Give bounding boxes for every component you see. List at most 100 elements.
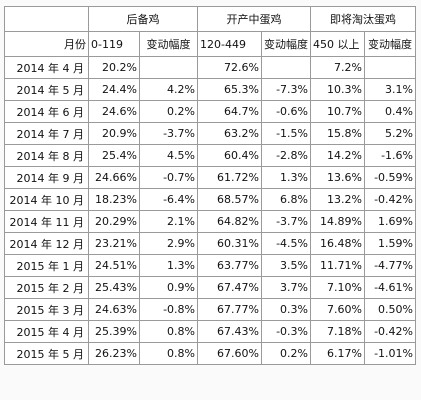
culling-hens-change-cell: 1.59% bbox=[364, 232, 416, 255]
laying-hens-share-cell: 64.7% bbox=[197, 100, 262, 123]
table-row: 2014 年 9 月 24.66% -0.7% 61.72% 1.3% 13.6% -0.5… bbox=[4, 166, 416, 189]
laying-hens-change-cell: -4.5% bbox=[261, 232, 311, 255]
month-cell: 2014 年 4 月 bbox=[4, 56, 89, 79]
change-label-pullets: 变动幅度 bbox=[139, 31, 198, 57]
culling-hens-change-cell: -4.61% bbox=[364, 276, 416, 299]
range-label-laying-hens: 120-449 bbox=[197, 31, 262, 57]
culling-hens-share-cell: 13.2% bbox=[310, 188, 365, 211]
pullets-change-cell: 1.3% bbox=[139, 254, 198, 277]
table-row: 2015 年 5 月 26.23% 0.8% 67.60% 0.2% 6.17% -1.01… bbox=[4, 342, 416, 365]
laying-hens-share-cell: 60.4% bbox=[197, 144, 262, 167]
laying-hens-change-cell: -0.3% bbox=[261, 320, 311, 343]
culling-hens-change-cell: -0.59% bbox=[364, 166, 416, 189]
pullets-share-cell: 25.39% bbox=[88, 320, 140, 343]
pullets-share-cell: 25.43% bbox=[88, 276, 140, 299]
month-cell: 2015 年 5 月 bbox=[4, 342, 89, 365]
pullets-share-cell: 20.2% bbox=[88, 56, 140, 79]
pullets-change-cell: 2.9% bbox=[139, 232, 198, 255]
pullets-change-cell: 0.2% bbox=[139, 100, 198, 123]
culling-hens-share-cell: 10.7% bbox=[310, 100, 365, 123]
laying-hens-share-cell: 61.72% bbox=[197, 166, 262, 189]
laying-hens-share-cell: 60.31% bbox=[197, 232, 262, 255]
table-row: 2015 年 4 月 25.39% 0.8% 67.43% -0.3% 7.18% -0.4… bbox=[4, 320, 416, 343]
pullets-change-cell: -3.7% bbox=[139, 122, 198, 145]
pullets-change-cell: 0.8% bbox=[139, 320, 198, 343]
group-header-laying-hens: 开产中蛋鸡 bbox=[197, 6, 311, 32]
culling-hens-share-cell: 13.6% bbox=[310, 166, 365, 189]
change-label-laying-hens: 变动幅度 bbox=[261, 31, 311, 57]
culling-hens-change-cell: 0.4% bbox=[364, 100, 416, 123]
culling-hens-share-cell: 11.71% bbox=[310, 254, 365, 277]
group-header-row: 后备鸡 开产中蛋鸡 即将淘汰蛋鸡 bbox=[4, 6, 416, 32]
pullets-share-cell: 20.9% bbox=[88, 122, 140, 145]
range-label-pullets: 0-119 bbox=[88, 31, 140, 57]
month-cell: 2014 年 10 月 bbox=[4, 188, 89, 211]
range-label-culling-hens: 450 以上 bbox=[310, 31, 365, 57]
month-cell: 2014 年 5 月 bbox=[4, 78, 89, 101]
culling-hens-change-cell: 3.1% bbox=[364, 78, 416, 101]
month-cell: 2014 年 9 月 bbox=[4, 166, 89, 189]
pullets-share-cell: 24.63% bbox=[88, 298, 140, 321]
culling-hens-change-cell: -0.42% bbox=[364, 188, 416, 211]
pullets-change-cell: -6.4% bbox=[139, 188, 198, 211]
culling-hens-share-cell: 10.3% bbox=[310, 78, 365, 101]
laying-hens-change-cell: 3.5% bbox=[261, 254, 311, 277]
month-cell: 2014 年 6 月 bbox=[4, 100, 89, 123]
month-cell: 2014 年 7 月 bbox=[4, 122, 89, 145]
table-row: 2014 年 11 月 20.29% 2.1% 64.82% -3.7% 14.89% 1.… bbox=[4, 210, 416, 233]
culling-hens-change-cell: 0.50% bbox=[364, 298, 416, 321]
laying-hens-share-cell: 72.6% bbox=[197, 56, 262, 79]
pullets-change-cell: 4.5% bbox=[139, 144, 198, 167]
pullets-share-cell: 26.23% bbox=[88, 342, 140, 365]
culling-hens-share-cell: 6.17% bbox=[310, 342, 365, 365]
laying-hens-change-cell: -7.3% bbox=[261, 78, 311, 101]
laying-hens-change-cell: 1.3% bbox=[261, 166, 311, 189]
month-cell: 2015 年 1 月 bbox=[4, 254, 89, 277]
month-label: 月份 bbox=[4, 31, 89, 57]
culling-hens-change-cell: -1.01% bbox=[364, 342, 416, 365]
table-row: 2014 年 5 月 24.4% 4.2% 65.3% -7.3% 10.3% 3.1% bbox=[4, 78, 416, 101]
pullets-change-cell: 4.2% bbox=[139, 78, 198, 101]
culling-hens-change-cell: 1.69% bbox=[364, 210, 416, 233]
corner-cell bbox=[4, 6, 89, 32]
laying-hens-change-cell: 0.2% bbox=[261, 342, 311, 365]
culling-hens-share-cell: 14.89% bbox=[310, 210, 365, 233]
table-row: 2014 年 4 月 20.2% 72.6% 7.2% bbox=[4, 56, 416, 79]
month-cell: 2015 年 4 月 bbox=[4, 320, 89, 343]
culling-hens-share-cell: 7.2% bbox=[310, 56, 365, 79]
pullets-share-cell: 24.51% bbox=[88, 254, 140, 277]
flock-structure-table: 后备鸡 开产中蛋鸡 即将淘汰蛋鸡 月份 0-119 变动幅度 120-449 变… bbox=[4, 6, 416, 365]
month-cell: 2015 年 3 月 bbox=[4, 298, 89, 321]
culling-hens-share-cell: 7.10% bbox=[310, 276, 365, 299]
laying-hens-change-cell: -3.7% bbox=[261, 210, 311, 233]
culling-hens-share-cell: 16.48% bbox=[310, 232, 365, 255]
culling-hens-share-cell: 7.18% bbox=[310, 320, 365, 343]
pullets-share-cell: 20.29% bbox=[88, 210, 140, 233]
pullets-change-cell bbox=[139, 56, 198, 79]
culling-hens-share-cell: 14.2% bbox=[310, 144, 365, 167]
pullets-change-cell: 0.9% bbox=[139, 276, 198, 299]
laying-hens-change-cell: -0.6% bbox=[261, 100, 311, 123]
culling-hens-change-cell: -0.42% bbox=[364, 320, 416, 343]
group-header-culling-hens: 即将淘汰蛋鸡 bbox=[310, 6, 416, 32]
month-cell: 2014 年 12 月 bbox=[4, 232, 89, 255]
pullets-share-cell: 25.4% bbox=[88, 144, 140, 167]
culling-hens-share-cell: 7.60% bbox=[310, 298, 365, 321]
table-row: 2014 年 6 月 24.6% 0.2% 64.7% -0.6% 10.7% 0.4% bbox=[4, 100, 416, 123]
laying-hens-share-cell: 65.3% bbox=[197, 78, 262, 101]
group-header-pullets: 后备鸡 bbox=[88, 6, 198, 32]
pullets-share-cell: 24.6% bbox=[88, 100, 140, 123]
laying-hens-share-cell: 63.2% bbox=[197, 122, 262, 145]
change-label-culling-hens: 变动幅度 bbox=[364, 31, 416, 57]
table-row: 2015 年 3 月 24.63% -0.8% 67.77% 0.3% 7.60% 0.50… bbox=[4, 298, 416, 321]
table-row: 2014 年 10 月 18.23% -6.4% 68.57% 6.8% 13.2% -0.… bbox=[4, 188, 416, 211]
pullets-change-cell: 0.8% bbox=[139, 342, 198, 365]
pullets-change-cell: -0.7% bbox=[139, 166, 198, 189]
table-row: 2015 年 2 月 25.43% 0.9% 67.47% 3.7% 7.10% -4.61… bbox=[4, 276, 416, 299]
laying-hens-change-cell: 3.7% bbox=[261, 276, 311, 299]
laying-hens-share-cell: 67.43% bbox=[197, 320, 262, 343]
laying-hens-share-cell: 67.77% bbox=[197, 298, 262, 321]
culling-hens-change-cell: 5.2% bbox=[364, 122, 416, 145]
pullets-share-cell: 18.23% bbox=[88, 188, 140, 211]
